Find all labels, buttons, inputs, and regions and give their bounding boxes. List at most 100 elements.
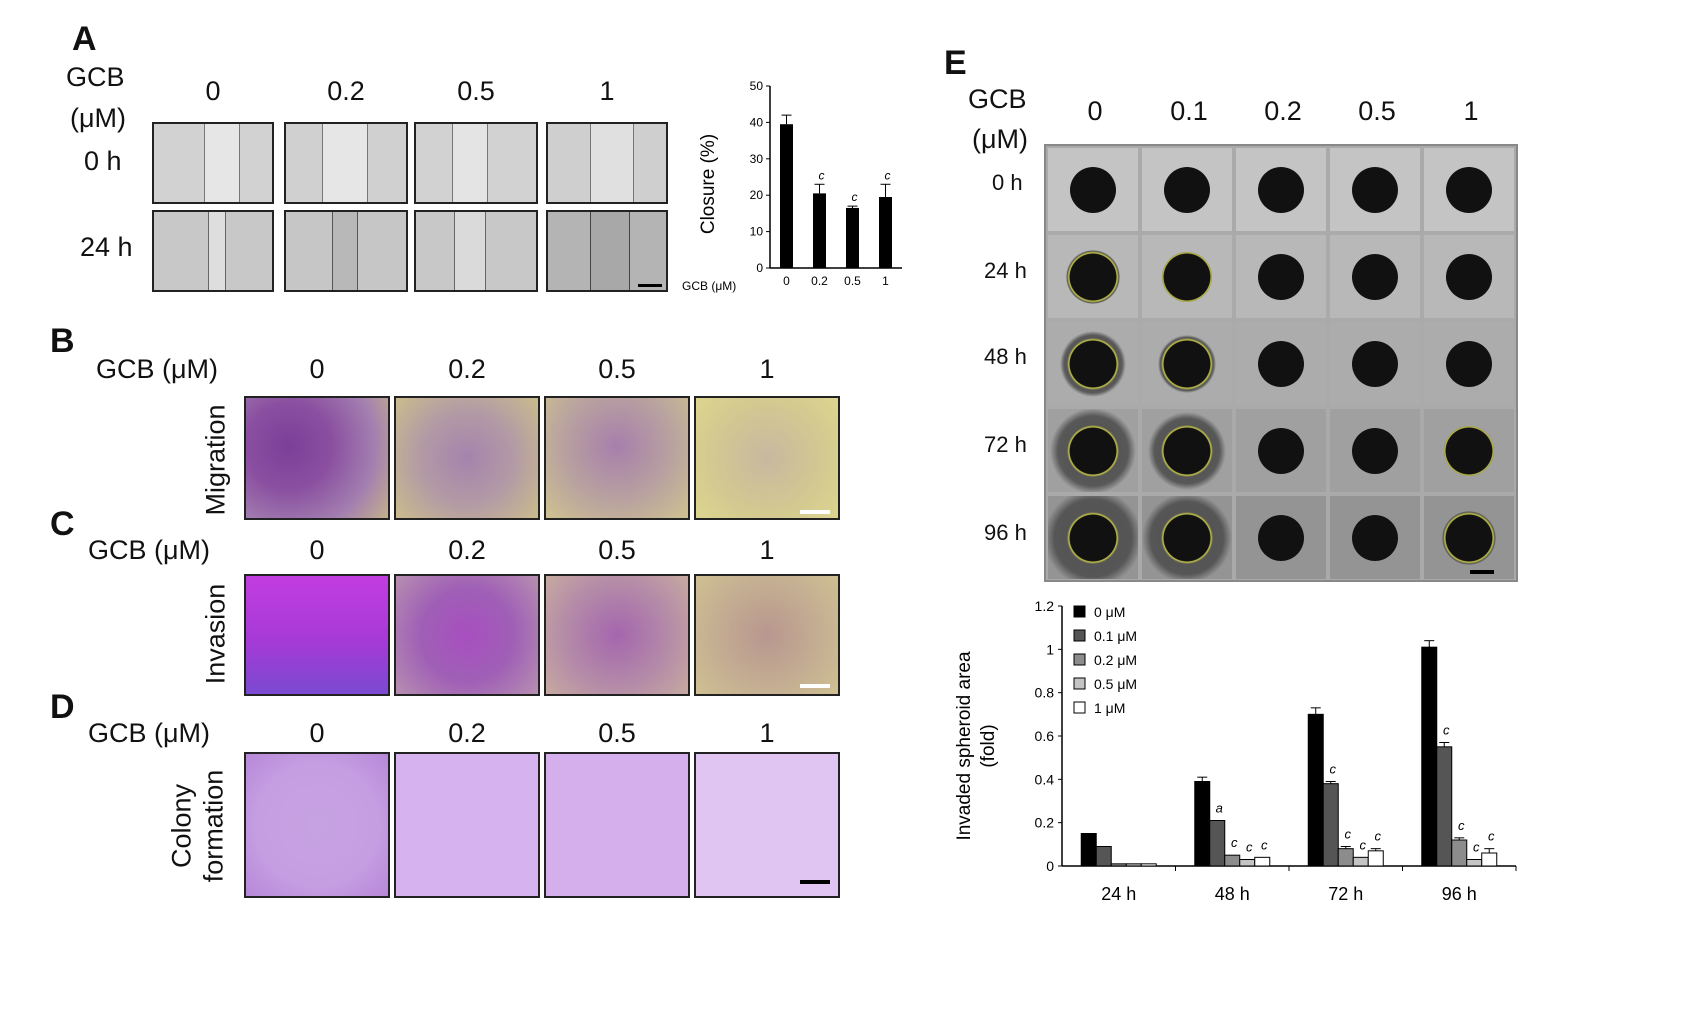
- closure-bar: [780, 124, 793, 268]
- spheroid-bar: [1095, 846, 1112, 867]
- gcb-label-e-line1: GCB: [968, 84, 1027, 114]
- spheroid-sig-label: c: [1473, 840, 1480, 855]
- spheroid: [1442, 510, 1496, 565]
- spheroid-bar: [1436, 746, 1453, 867]
- legend-swatch: [1073, 629, 1086, 642]
- spheroid-image: [1142, 409, 1232, 492]
- conc-c-1: 0.2: [448, 535, 486, 565]
- spheroid-bar: [1481, 852, 1498, 867]
- spheroid: [1444, 425, 1494, 476]
- spheroid-bar: [1110, 863, 1127, 867]
- legend-swatch: [1073, 677, 1086, 690]
- spheroid-image: [1236, 496, 1326, 579]
- conc-c-2: 0.5: [598, 535, 636, 565]
- conc-b-1: 0.2: [448, 354, 486, 384]
- spheroid: [1446, 253, 1492, 300]
- spheroid-sig-label: c: [1231, 835, 1238, 850]
- migration-image-05: [544, 396, 690, 520]
- spheroid: [1158, 334, 1216, 393]
- spheroid: [1048, 496, 1138, 579]
- spheroid-image: [1142, 496, 1232, 579]
- closure-bar: [846, 207, 859, 268]
- spheroid: [1258, 427, 1304, 474]
- spheroid: [1352, 166, 1398, 213]
- spheroid-y-tick-label: 1.2: [1035, 598, 1055, 614]
- spheroid-bar: [1140, 863, 1157, 867]
- spheroid-image: [1236, 322, 1326, 405]
- closure-y-tick-label: 20: [750, 188, 764, 202]
- spheroid: [1446, 340, 1492, 387]
- migration-image-02: [394, 396, 540, 520]
- spheroid-bar: [1337, 848, 1354, 867]
- spheroid: [1066, 249, 1120, 304]
- spheroid-x-tick-label: 24 h: [1101, 884, 1136, 904]
- panel-label-a: A: [72, 20, 97, 58]
- gcb-label-a-line2: (μM): [70, 103, 127, 133]
- closure-sig-label: c: [852, 190, 858, 204]
- scratch-image-0h-05: [414, 122, 538, 204]
- conc-a-3: 1: [599, 76, 615, 106]
- closure-x-tick-label: 0.5: [844, 274, 861, 288]
- spheroid-sig-label: c: [1488, 829, 1495, 844]
- closure-x-tick-label: 1: [882, 274, 889, 288]
- spheroid-chart: Invaded spheroid area (fold) 0 0.2 0.4 0.6 0…: [954, 598, 1517, 904]
- scale-bar-c: [800, 684, 830, 688]
- spheroid-image: [1048, 496, 1138, 579]
- spheroid: [1352, 427, 1398, 474]
- spheroid-image: [1142, 322, 1232, 405]
- spheroid: [1060, 330, 1126, 397]
- spheroid-image: [1048, 322, 1138, 405]
- spheroid-sig-label: c: [1246, 840, 1253, 855]
- spheroid-chart-ylabel-line1: Invaded spheroid area: [954, 651, 975, 841]
- conc-d-2: 0.5: [598, 718, 636, 748]
- invasion-image-02: [394, 574, 540, 696]
- side-label-invasion: Invasion: [200, 583, 231, 685]
- spheroid-sig-label: c: [1345, 827, 1352, 842]
- spheroid-image: [1330, 409, 1420, 492]
- gcb-label-d: GCB (μM): [88, 718, 211, 748]
- closure-y-tick-label: 50: [750, 79, 764, 93]
- colony-image-0: [244, 752, 390, 898]
- legend-label: 0.5 μM: [1094, 676, 1137, 692]
- side-label-colony: Colony: [166, 783, 197, 869]
- invasion-image-0: [244, 574, 390, 696]
- spheroid: [1142, 496, 1232, 579]
- spheroid: [1446, 166, 1492, 213]
- row-label-e-0h: 0 h: [992, 170, 1023, 195]
- panel-label-e: E: [944, 44, 967, 82]
- conc-d-1: 0.2: [448, 718, 486, 748]
- gcb-label-b: GCB (μM): [96, 354, 219, 384]
- spheroid-image: [1424, 496, 1514, 579]
- conc-e-4: 1: [1463, 96, 1479, 126]
- conc-e-1: 0.1: [1170, 96, 1208, 126]
- colony-image-1: [694, 752, 840, 898]
- spheroid-image: [1048, 148, 1138, 231]
- conc-e-0: 0: [1087, 96, 1103, 126]
- spheroid-y-tick-label: 0.2: [1035, 815, 1055, 831]
- legend-label: 0.2 μM: [1094, 652, 1137, 668]
- colony-image-05: [544, 752, 690, 898]
- spheroid-image: [1424, 409, 1514, 492]
- spheroid-image: [1424, 322, 1514, 405]
- spheroid-bar: [1421, 646, 1438, 867]
- spheroid-sig-label: c: [1360, 837, 1367, 852]
- scratch-image-24h-05: [414, 210, 538, 292]
- spheroid-bar: [1367, 850, 1384, 867]
- conc-a-2: 0.5: [457, 76, 495, 106]
- spheroid-bar: [1451, 839, 1468, 867]
- spheroid-sig-label: c: [1261, 837, 1268, 852]
- conc-b-2: 0.5: [598, 354, 636, 384]
- closure-bar: [879, 197, 892, 268]
- colony-image-02: [394, 752, 540, 898]
- scale-bar-a: [638, 284, 662, 287]
- side-label-formation: formation: [198, 769, 229, 883]
- closure-y-tick-label: 30: [750, 152, 764, 166]
- scale-bar-b: [800, 510, 830, 514]
- legend-swatch: [1073, 701, 1086, 714]
- legend-swatch: [1073, 653, 1086, 666]
- spheroid: [1164, 166, 1210, 213]
- spheroid: [1352, 514, 1398, 561]
- spheroid: [1258, 166, 1304, 213]
- scale-bar-e: [1470, 570, 1494, 574]
- spheroid-image: [1142, 148, 1232, 231]
